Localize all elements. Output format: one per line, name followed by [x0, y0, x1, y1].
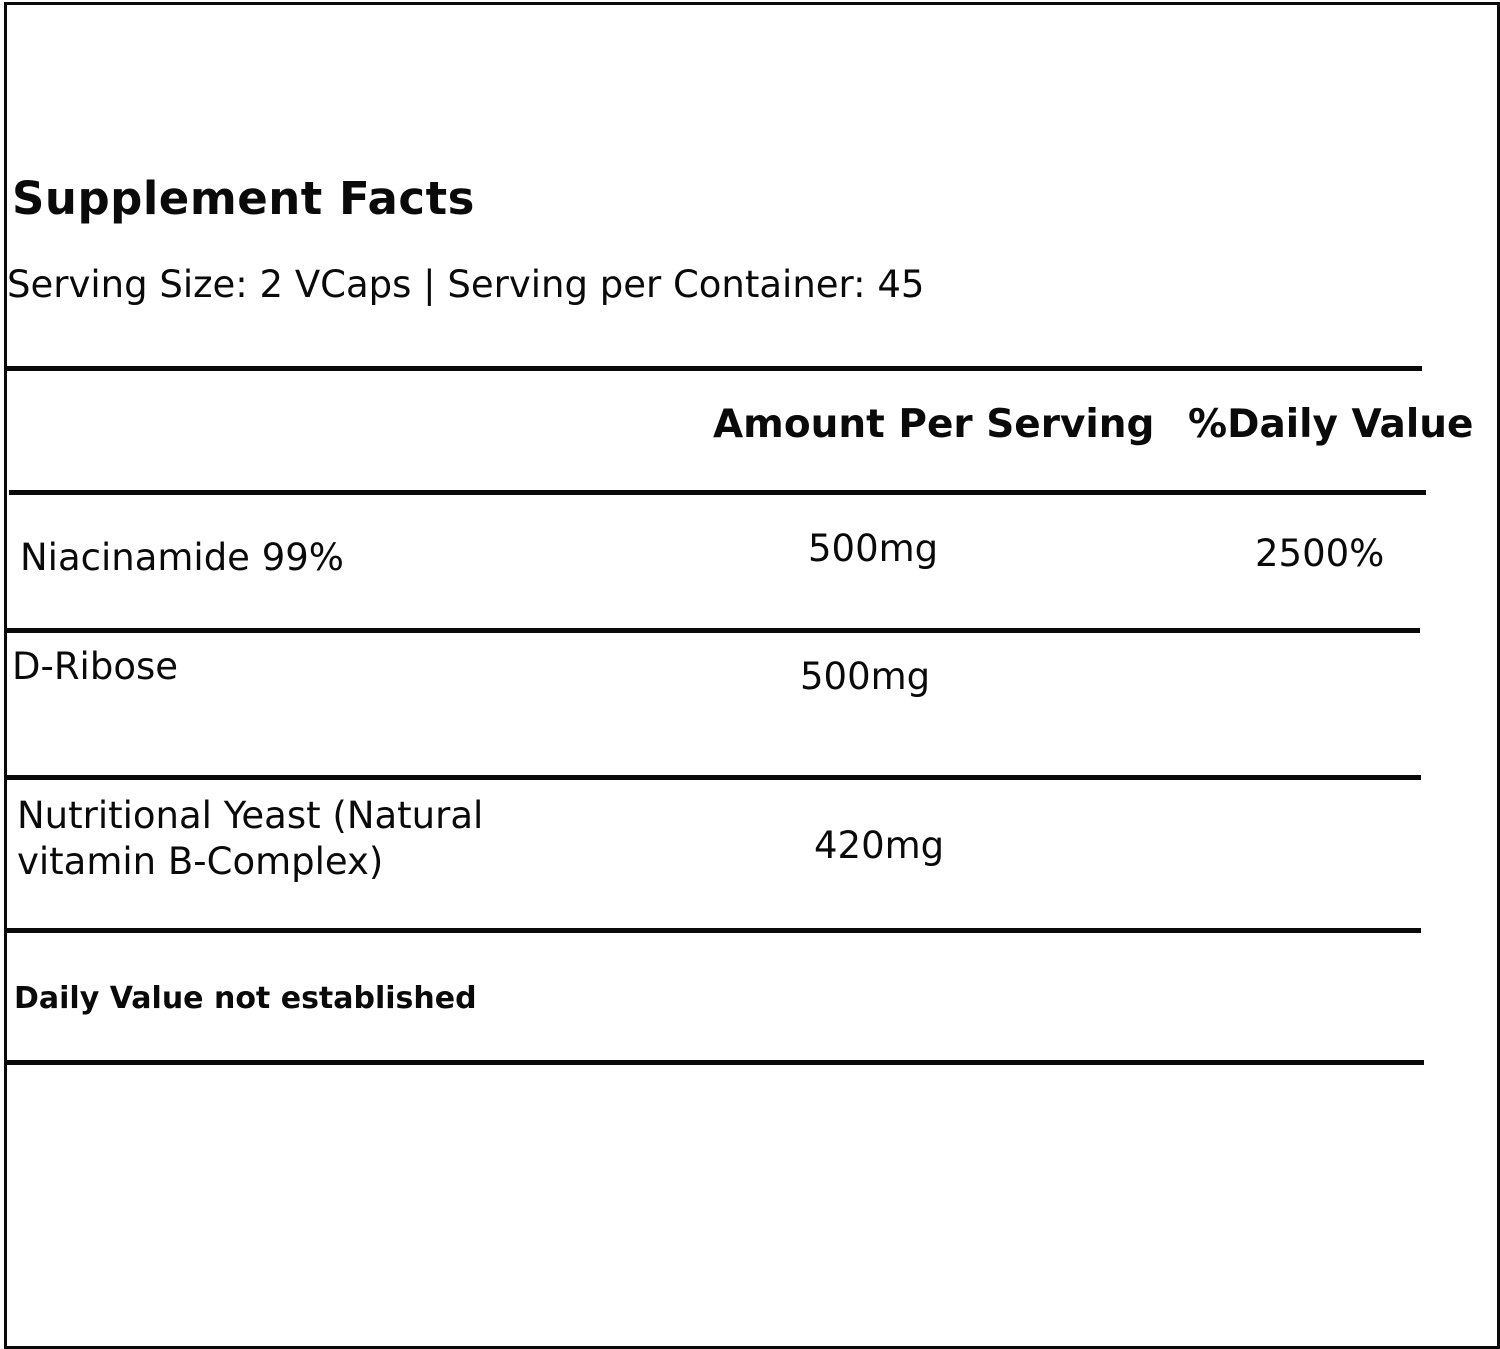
- divider-row-3: [4, 928, 1421, 933]
- row-d-ribose-amount: 500mg: [800, 655, 931, 698]
- row-niacinamide-daily-value: 2500%: [1255, 532, 1385, 575]
- row-d-ribose-name: D-Ribose: [12, 645, 178, 688]
- divider-row-2: [7, 775, 1421, 780]
- divider-top: [7, 366, 1422, 371]
- divider-row-1: [4, 628, 1420, 633]
- label-frame: [4, 2, 1500, 1349]
- header-daily-value: %Daily Value: [1188, 402, 1474, 447]
- header-amount-per-serving: Amount Per Serving: [713, 402, 1155, 447]
- row-niacinamide-amount: 500mg: [808, 527, 939, 570]
- row-nutritional-yeast-name-line2: vitamin B-Complex): [17, 840, 384, 883]
- row-nutritional-yeast-amount: 420mg: [814, 824, 945, 867]
- footnote-daily-value: Daily Value not established: [14, 981, 477, 1016]
- serving-info: Serving Size: 2 VCaps | Serving per Cont…: [7, 263, 925, 306]
- row-niacinamide-name: Niacinamide 99%: [20, 536, 344, 579]
- divider-header: [9, 490, 1426, 495]
- supplement-facts-title: Supplement Facts: [12, 172, 475, 225]
- divider-bottom: [7, 1060, 1424, 1065]
- row-nutritional-yeast-name-line1: Nutritional Yeast (Natural: [17, 794, 484, 837]
